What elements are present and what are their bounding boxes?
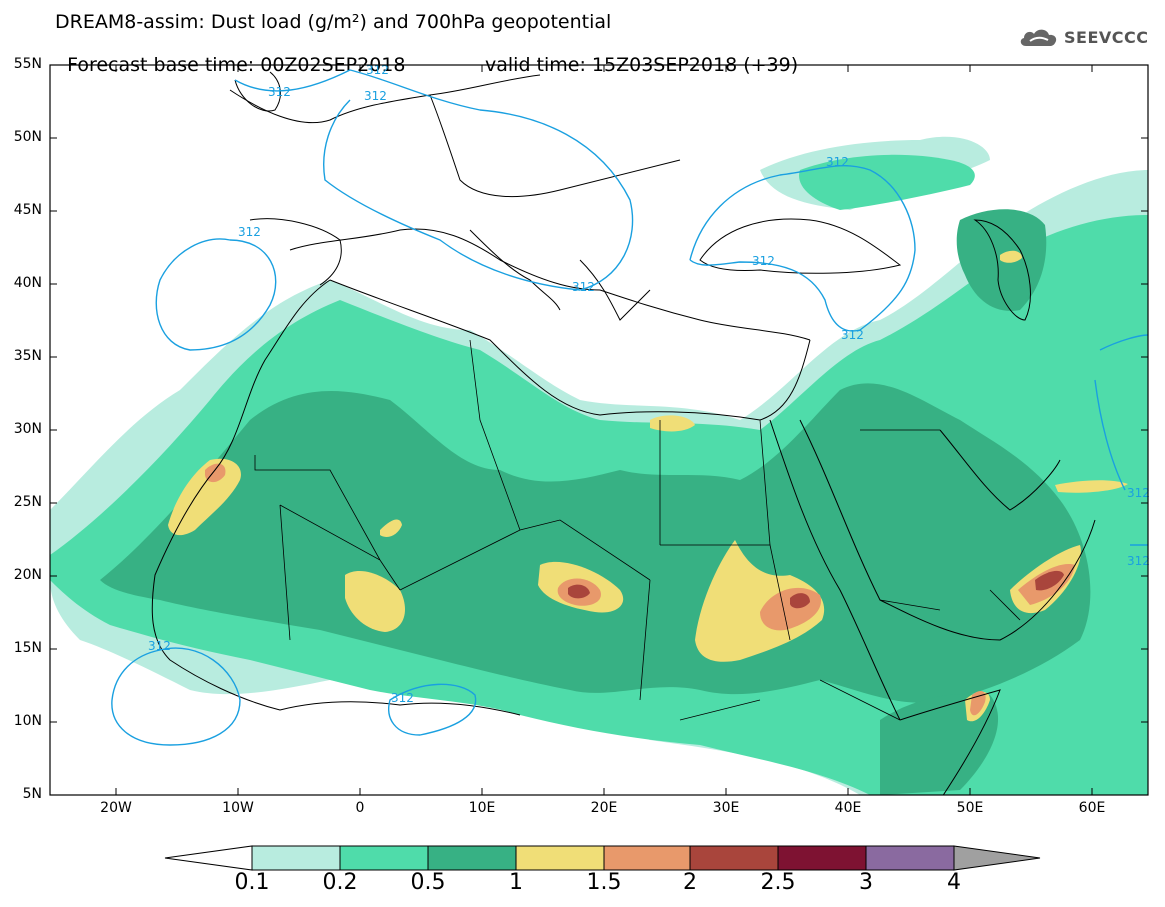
dust-region-yellow-10 [1000, 250, 1022, 263]
lon-label: 60E [1078, 800, 1106, 816]
lon-label: 20E [590, 800, 618, 816]
cloud-icon [1020, 29, 1057, 46]
lat-label: 35N [13, 348, 42, 364]
coastline-arabia [799, 419, 1096, 641]
colorbar-bin [339, 845, 429, 871]
colorbar-bin [777, 845, 867, 871]
coastline-italy [469, 229, 561, 311]
colorbar-bin [865, 845, 955, 871]
map-title: DREAM8-assim: Dust load (g/m²) and 700hP… [55, 11, 612, 33]
dust-region-yellow-2 [345, 570, 405, 632]
coastline-med-north [289, 228, 811, 341]
colorbar [164, 845, 1041, 871]
coastline-west-africa [151, 279, 521, 716]
dust-region-red-2 [790, 593, 810, 609]
contour-label: 312 [841, 328, 864, 342]
colorbar-tick-label: 4 [947, 870, 961, 895]
logo-text: SEEVCCC [1064, 27, 1149, 47]
contour-label: 312 [391, 691, 414, 705]
coastline-europe-north [229, 74, 681, 197]
contour-312-atlantic [155, 238, 277, 351]
lon-label: 30E [712, 800, 740, 816]
coastline-horn [899, 689, 1001, 795]
contour-312-blacksea [689, 165, 916, 332]
coastline-greece [579, 259, 651, 321]
contour-label: 312 [826, 155, 849, 169]
contour-312-west-africa [111, 647, 241, 746]
colorbar-tick-label: 1.5 [586, 870, 622, 895]
colorbar-tick-label: 3 [859, 870, 873, 895]
coastline-persian-gulf [939, 429, 1061, 511]
dust-region-yellow-7 [380, 519, 402, 537]
coastline-iberia [249, 218, 342, 286]
axis-ticks [50, 65, 1148, 795]
contour-312-europe [234, 69, 634, 291]
lat-label: 10N [13, 713, 42, 729]
lat-label: 20N [13, 567, 42, 583]
lat-label: 15N [13, 640, 42, 656]
contour-label: 312 [148, 639, 171, 653]
contour-label: 312 [364, 89, 387, 103]
lat-label: 55N [13, 56, 42, 72]
coastline-caspian [973, 219, 1031, 321]
lon-label: 10E [468, 800, 496, 816]
colorbar-max-arrow [953, 845, 1041, 871]
lat-label: 40N [13, 275, 42, 291]
contour-label: 312 [752, 254, 775, 268]
colorbar-bin [603, 845, 691, 871]
dust-region-orange-4 [205, 463, 226, 483]
coastline-uk [234, 71, 281, 112]
dust-region-red-3 [1035, 570, 1064, 591]
dust-region-yellow-1 [168, 458, 241, 536]
contour-label: 312 [1127, 554, 1150, 568]
dust-region-yellow-9 [1055, 480, 1128, 493]
contour-312-nigeria [388, 683, 477, 736]
colorbar-tick-label: 0.2 [322, 870, 358, 895]
colorbar-tick-label: 0.5 [410, 870, 446, 895]
colorbar-bin [515, 845, 605, 871]
lat-label: 25N [13, 494, 42, 510]
colorbar-tick-label: 2.5 [760, 870, 796, 895]
contour-label: 312 [238, 225, 261, 239]
lat-label: 50N [13, 129, 42, 145]
coastline-red-sea [769, 419, 901, 721]
lon-label: 0 [355, 800, 365, 816]
dust-region-yellow-8 [650, 415, 695, 432]
country-borders [254, 339, 1021, 721]
seevccc-logo: SEEVCCC [1018, 26, 1149, 48]
lon-label: 40E [834, 800, 862, 816]
contour-label: 312 [572, 280, 595, 294]
dust-region-red-1 [568, 584, 590, 599]
lat-label: 30N [13, 421, 42, 437]
colorbar-min-arrow [164, 845, 253, 871]
colorbar-tick-label: 1 [509, 870, 523, 895]
lat-label: 45N [13, 202, 42, 218]
lon-label: 20W [100, 800, 132, 816]
lat-label: 5N [22, 786, 42, 802]
coastline-black-sea [699, 218, 902, 274]
colorbar-bin [251, 845, 341, 871]
colorbar-bin [427, 845, 517, 871]
contour-label: 312 [268, 85, 291, 99]
contour-312-east [1094, 334, 1148, 546]
colorbar-tick-label: 2 [683, 870, 697, 895]
lon-label: 10W [222, 800, 254, 816]
colorbar-bin [689, 845, 779, 871]
colorbar-tick-label: 0.1 [234, 870, 270, 895]
contour-label: 312 [366, 63, 389, 77]
lon-label: 50E [956, 800, 984, 816]
contour-label: 312 [1127, 486, 1150, 500]
coastline-med-south [329, 279, 811, 421]
dust-region-yellow-4 [695, 540, 825, 662]
